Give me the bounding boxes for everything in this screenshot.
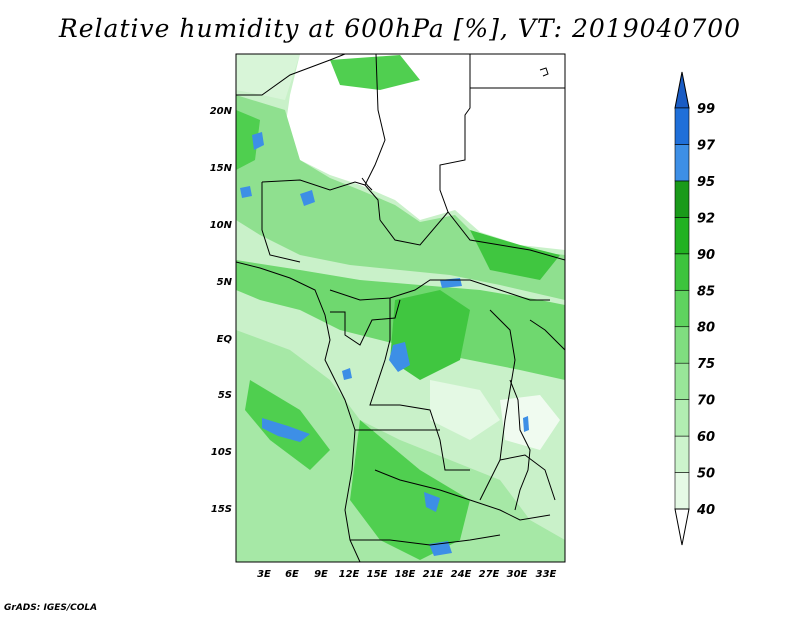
lat-label-15s: 15S (211, 504, 232, 515)
colorbar-label: 60 (697, 430, 715, 445)
colorbar-top-arrow (674, 71, 690, 109)
colorbar-segment (674, 399, 690, 437)
colorbar-segment (674, 435, 690, 473)
colorbar-segment (674, 253, 690, 291)
latitude-axis: 20N 15N 10N 5N EQ 5S 10S 15S (210, 106, 233, 515)
colorbar-segment (674, 180, 690, 218)
lat-label-5n: 5N (217, 277, 233, 288)
colorbar-label: 92 (697, 211, 715, 226)
colorbar-label: 40 (696, 503, 715, 518)
colorbar-segment (674, 362, 690, 400)
lon-label-21e: 21E (423, 569, 444, 580)
lon-label-24e: 24E (451, 569, 472, 580)
longitude-axis: 3E 6E 9E 12E 15E 18E 21E 24E 27E 30E 33E (257, 569, 556, 580)
colorbar-label: 85 (697, 284, 715, 299)
colorbar-label: 50 (697, 467, 715, 482)
colorbar-segment (674, 472, 690, 510)
colorbar: 40 50 60 70 75 80 85 90 92 95 97 99 (674, 71, 716, 546)
lat-label-15n: 15N (210, 163, 233, 174)
grads-credit: GrADS: IGES/COLA (4, 603, 98, 613)
colorbar-segment (674, 326, 690, 364)
lat-label-eq: EQ (217, 334, 233, 345)
colorbar-label: 99 (697, 102, 715, 117)
lon-label-27e: 27E (479, 569, 500, 580)
lon-label-33e: 33E (536, 569, 557, 580)
colorbar-label: 95 (697, 175, 715, 190)
lon-label-18e: 18E (395, 569, 416, 580)
colorbar-label: 80 (697, 321, 715, 336)
colorbar-label: 75 (697, 357, 715, 372)
lon-label-30e: 30E (507, 569, 528, 580)
lat-label-5s: 5S (218, 390, 232, 401)
lat-label-20n: 20N (210, 106, 233, 117)
humidity-field (236, 54, 565, 562)
colorbar-bottom-arrow (674, 508, 690, 546)
lon-label-6e: 6E (285, 569, 299, 580)
lon-label-12e: 12E (339, 569, 360, 580)
colorbar-segment (674, 289, 690, 328)
colorbar-label: 70 (697, 394, 715, 409)
colorbar-segment (674, 107, 690, 145)
plot-frame (235, 53, 566, 563)
country-borders (236, 54, 565, 562)
lat-label-10n: 10N (210, 220, 233, 231)
lon-label-15e: 15E (367, 569, 388, 580)
lon-label-3e: 3E (257, 569, 271, 580)
map-title: Relative humidity at 600hPa [%], VT: 201… (58, 14, 742, 43)
colorbar-label: 97 (697, 138, 716, 153)
lon-label-9e: 9E (314, 569, 328, 580)
colorbar-segment (674, 217, 690, 255)
colorbar-segment (674, 144, 690, 182)
lat-label-10s: 10S (211, 447, 232, 458)
colorbar-label: 90 (697, 248, 715, 263)
